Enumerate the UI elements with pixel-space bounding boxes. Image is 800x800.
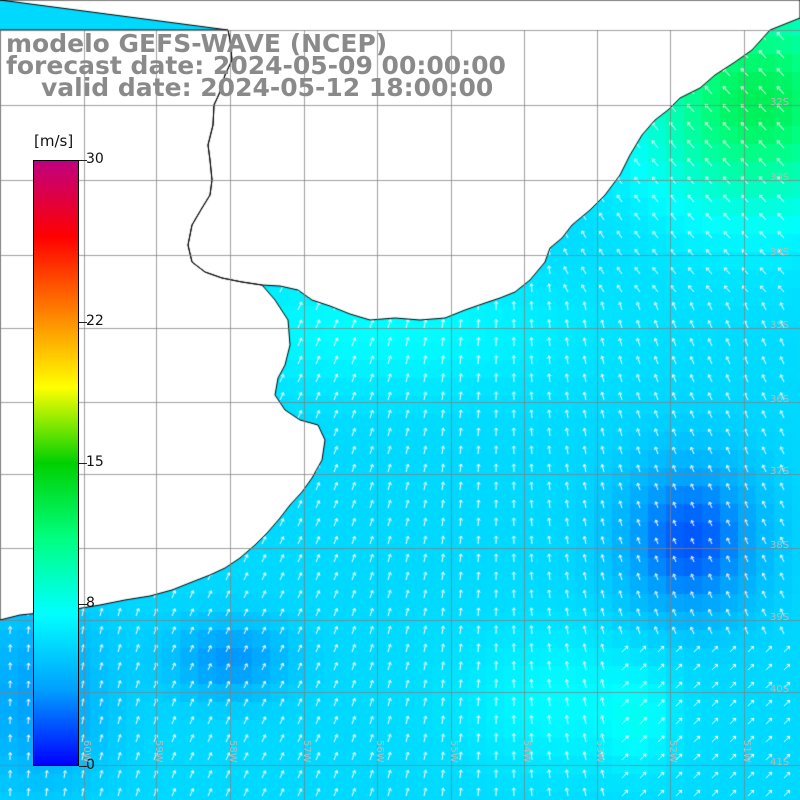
map-title-model: modelo GEFS-WAVE (NCEP) (6, 29, 388, 58)
latitude-label: 33S (770, 172, 790, 183)
longitude-label: 58W (227, 740, 238, 763)
colorbar-tick-mark (79, 604, 87, 605)
colorbar-unit: [m/s] (34, 132, 74, 150)
latitude-label: 34S (770, 247, 790, 258)
map-title-forecast-date: forecast date: 2024-05-09 00:00:00 (6, 51, 506, 80)
colorbar-tick-mark (79, 322, 87, 323)
colorbar-tick-mark (79, 463, 87, 464)
longitude-label: 52W (667, 740, 678, 763)
colorbar-tick-label: 22 (86, 313, 104, 329)
latitude-label: 40S (770, 684, 790, 695)
longitude-label: 53W (594, 740, 605, 763)
colorbar-tick-label: 8 (86, 595, 95, 611)
latitude-label: 39S (770, 612, 790, 623)
latitude-label: 38S (770, 540, 790, 551)
longitude-label: 51W (741, 740, 752, 763)
colorbar-tick-label: 30 (86, 151, 104, 167)
colorbar-tick-mark (79, 766, 87, 767)
longitude-label: 57W (301, 740, 312, 763)
colorbar-tick-label: 15 (86, 454, 104, 470)
longitude-label: 59W (153, 740, 164, 763)
latitude-label: 41S (770, 757, 790, 768)
latitude-label: 32S (770, 97, 790, 108)
latitude-label: 37S (770, 466, 790, 477)
map-title-valid-date: valid date: 2024-05-12 18:00:00 (41, 73, 494, 102)
latitude-label: 36S (770, 394, 790, 405)
longitude-label: 60W (81, 740, 92, 763)
longitude-label: 54W (521, 740, 532, 763)
longitude-label: 56W (374, 740, 385, 763)
latitude-label: 35S (770, 320, 790, 331)
colorbar-tick-mark (79, 160, 87, 161)
colorbar (33, 160, 79, 766)
colorbar-tick-label: 0 (86, 757, 95, 773)
longitude-label: 55W (448, 740, 459, 763)
